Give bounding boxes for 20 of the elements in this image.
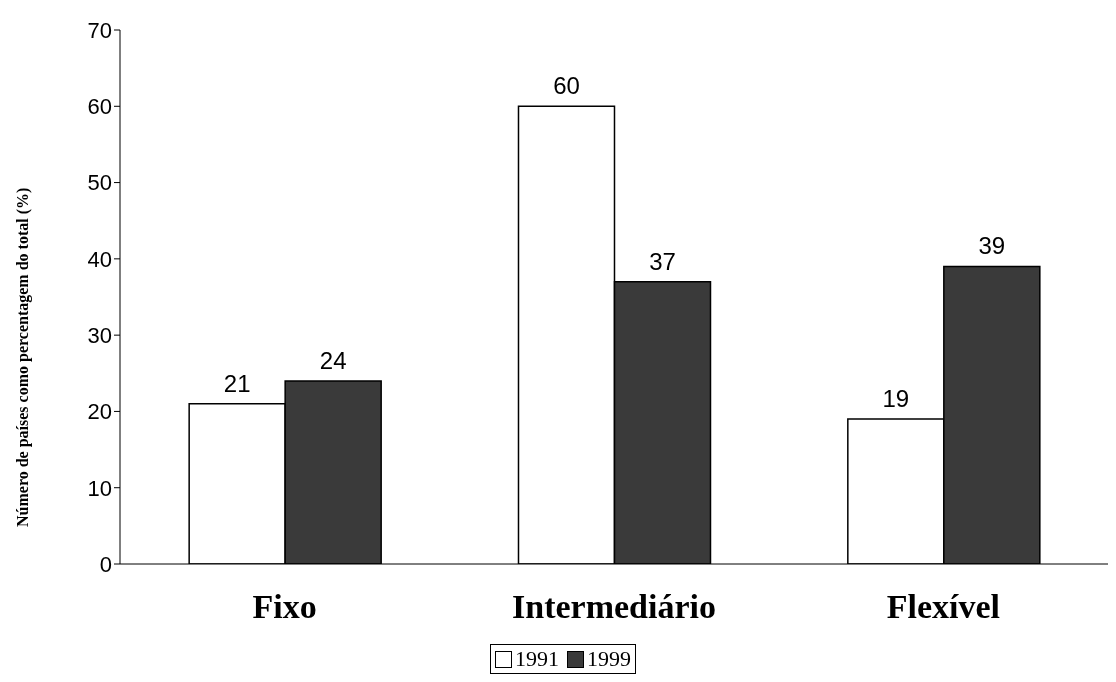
y-tick-label: 10 xyxy=(87,475,112,501)
data-label: 21 xyxy=(223,369,251,397)
y-tick-label: 60 xyxy=(87,94,112,120)
data-label: 37 xyxy=(649,247,676,275)
x-tick-label: Intermediário xyxy=(512,588,716,626)
y-tick-label: 20 xyxy=(87,399,112,425)
legend-label: 1991 xyxy=(515,646,559,672)
legend-label: 1999 xyxy=(587,646,631,672)
data-label: 60 xyxy=(553,72,580,100)
y-tick-label: 30 xyxy=(87,322,112,348)
y-tick-label: 40 xyxy=(87,246,112,272)
y-tick-label: 70 xyxy=(87,17,112,43)
y-axis-title: Número de países como percentagem do total (%) xyxy=(13,187,32,527)
data-label: 39 xyxy=(978,232,1006,260)
y-tick-label: 0 xyxy=(99,551,112,577)
x-tick-label: Flexível xyxy=(886,588,1000,626)
data-label: 24 xyxy=(319,346,347,374)
y-tick-label: 50 xyxy=(87,170,112,196)
x-tick-label: Fixo xyxy=(252,588,317,626)
data-label: 19 xyxy=(882,385,910,413)
